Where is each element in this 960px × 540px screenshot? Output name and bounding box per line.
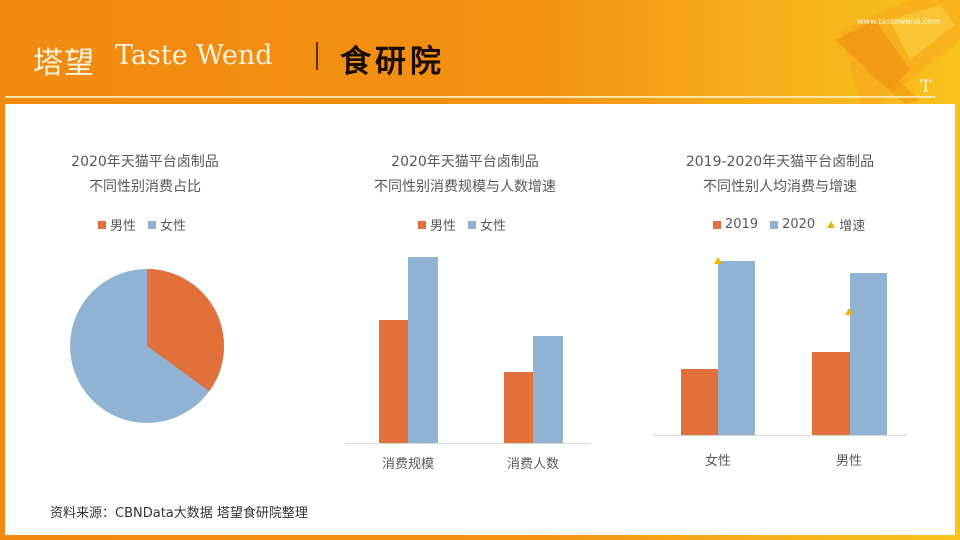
legend-label: 2019 <box>725 217 759 232</box>
chart1-title: 2020年天猫平台卤制品 不同性别消费占比 <box>35 150 255 200</box>
chart3-category-label: 女性 <box>704 454 731 469</box>
decorative-logo-shape-icon <box>835 0 960 104</box>
chart1-legend: 男性 女性 <box>98 215 186 234</box>
chart3-title-line1: 2019-2020年天猫平台卤制品 <box>685 154 875 170</box>
chart1-title-line1: 2020年天猫平台卤制品 <box>71 154 219 170</box>
bar-female-2019 <box>681 369 718 435</box>
brand-separator <box>316 42 318 70</box>
legend-item-2020: 2020 <box>770 217 815 232</box>
legend-label: 女性 <box>160 219 187 234</box>
institute-name: 食研院 <box>340 44 445 80</box>
legend-label: 男性 <box>110 219 137 234</box>
chart1-title-line2: 不同性别消费占比 <box>89 179 201 195</box>
legend-label: 增速 <box>839 219 866 234</box>
pie-chart <box>70 269 225 423</box>
legend-item-female: 女性 <box>148 215 186 234</box>
growth-marker-male-icon <box>845 308 853 315</box>
chart2-title-line2: 不同性别消费规模与人数增速 <box>374 179 556 195</box>
bar-male-count <box>504 372 533 443</box>
bar-male-2019 <box>812 352 850 435</box>
chart3-category-label: 男性 <box>835 454 862 469</box>
header-divider <box>5 96 935 98</box>
chart2-x-axis <box>345 443 590 444</box>
growth-marker-female-icon <box>714 257 722 264</box>
female-swatch-icon <box>468 220 477 229</box>
chart2-legend: 男性 女性 <box>418 215 506 234</box>
legend-item-growth: 增速 <box>827 215 865 234</box>
2020-swatch-icon <box>770 220 779 229</box>
bar-female-scale <box>408 257 438 443</box>
bar-female-2020 <box>718 261 755 435</box>
pie-slice-male <box>147 269 225 392</box>
bar-male-2020 <box>850 273 887 435</box>
male-swatch-icon <box>98 220 106 229</box>
data-source-note: 资料来源：CBNData大数据 塔望食研院整理 <box>50 506 308 521</box>
chart3-legend: 2019 2020 增速 <box>713 215 865 234</box>
legend-label: 男性 <box>430 219 457 234</box>
triangle-marker-icon <box>827 221 836 228</box>
legend-item-female: 女性 <box>468 215 506 234</box>
legend-label: 2020 <box>782 217 816 232</box>
legend-item-male: 男性 <box>418 215 456 234</box>
female-swatch-icon <box>148 220 157 229</box>
bar-female-count <box>533 336 563 443</box>
2019-swatch-icon <box>713 220 721 229</box>
bar-male-scale <box>379 320 408 443</box>
chart2-title: 2020年天猫平台卤制品 不同性别消费规模与人数增速 <box>340 150 590 200</box>
chart3-x-axis <box>652 435 907 436</box>
legend-label: 女性 <box>480 219 507 234</box>
chart3-title: 2019-2020年天猫平台卤制品 不同性别人均消费与增速 <box>650 150 910 200</box>
male-swatch-icon <box>418 220 426 229</box>
chart2-category-label: 消费规模 <box>381 457 434 472</box>
website-url: www.tastewend.com <box>857 17 940 26</box>
chart2-title-line1: 2020年天猫平台卤制品 <box>391 154 539 170</box>
legend-item-male: 男性 <box>98 215 136 234</box>
chart3-title-line2: 不同性别人均消费与增速 <box>703 179 857 195</box>
logo-t-mark: T <box>920 77 932 97</box>
chart2-category-label: 消费人数 <box>506 457 559 472</box>
legend-item-2019: 2019 <box>713 217 758 232</box>
brand-chinese-name: 塔望 <box>33 46 95 81</box>
brand-english-name: Taste Wend <box>115 40 273 71</box>
